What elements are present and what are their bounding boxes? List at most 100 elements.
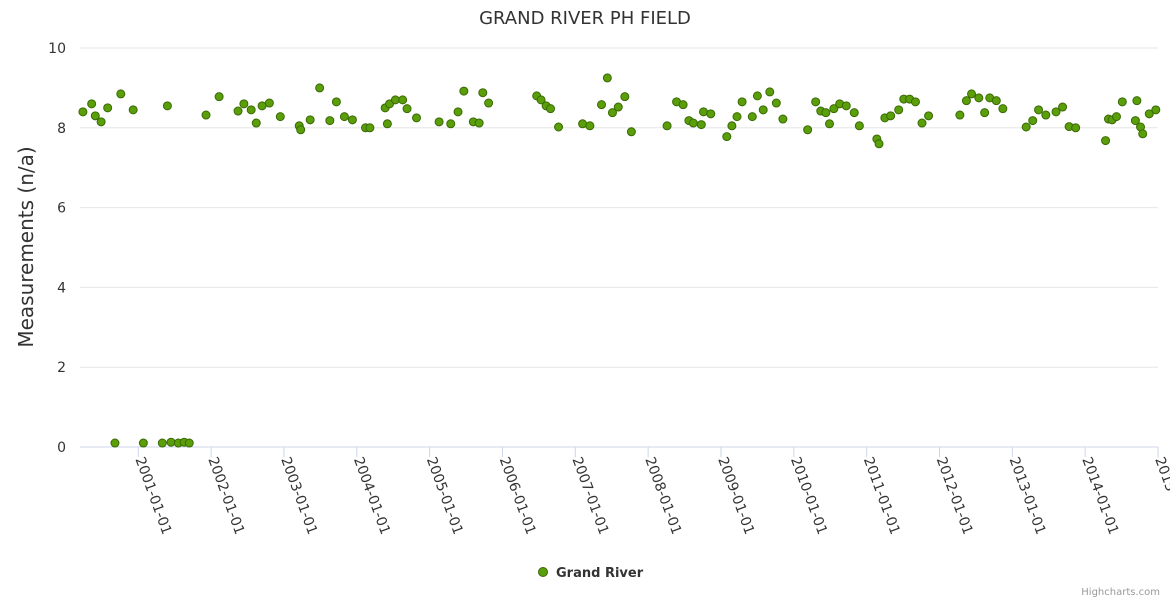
data-point[interactable]	[474, 118, 484, 128]
data-point[interactable]	[554, 122, 564, 132]
data-point[interactable]	[747, 112, 757, 122]
data-point[interactable]	[398, 95, 408, 105]
legend-marker-icon[interactable]	[538, 567, 548, 577]
data-point[interactable]	[296, 125, 306, 135]
legend[interactable]: Grand River	[538, 566, 644, 581]
data-point[interactable]	[446, 119, 456, 129]
credits-link[interactable]: Highcharts.com	[1081, 587, 1160, 598]
data-point[interactable]	[917, 118, 927, 128]
data-point[interactable]	[894, 105, 904, 115]
data-point[interactable]	[166, 437, 176, 447]
data-point[interactable]	[1058, 102, 1068, 112]
data-point[interactable]	[706, 109, 716, 119]
data-point[interactable]	[841, 101, 851, 111]
data-point[interactable]	[305, 115, 315, 125]
data-point[interactable]	[331, 97, 341, 107]
data-point[interactable]	[325, 116, 335, 126]
data-point[interactable]	[980, 108, 990, 118]
data-point[interactable]	[829, 104, 839, 114]
data-point[interactable]	[752, 91, 762, 101]
data-point[interactable]	[78, 107, 88, 117]
data-point[interactable]	[991, 96, 1001, 106]
data-point[interactable]	[138, 438, 148, 448]
data-point[interactable]	[434, 117, 444, 127]
data-point[interactable]	[536, 95, 546, 105]
data-point[interactable]	[453, 107, 463, 117]
data-point[interactable]	[698, 107, 708, 117]
data-point[interactable]	[722, 132, 732, 142]
data-point[interactable]	[696, 120, 706, 130]
data-point[interactable]	[103, 103, 113, 113]
data-point[interactable]	[597, 100, 607, 110]
data-point[interactable]	[1101, 136, 1111, 146]
data-point[interactable]	[967, 89, 977, 99]
data-point[interactable]	[1034, 105, 1044, 115]
data-point[interactable]	[955, 110, 965, 120]
data-point[interactable]	[585, 121, 595, 131]
data-point[interactable]	[128, 105, 138, 115]
data-point[interactable]	[347, 115, 357, 125]
data-point[interactable]	[1111, 112, 1121, 122]
data-point[interactable]	[264, 98, 274, 108]
data-point[interactable]	[727, 121, 737, 131]
data-point[interactable]	[162, 101, 172, 111]
data-point[interactable]	[478, 88, 488, 98]
data-point[interactable]	[825, 119, 835, 129]
data-point[interactable]	[1041, 110, 1051, 120]
data-point[interactable]	[239, 99, 249, 109]
data-point[interactable]	[771, 98, 781, 108]
data-point[interactable]	[96, 117, 106, 127]
data-point[interactable]	[924, 111, 934, 121]
data-point[interactable]	[578, 119, 588, 129]
data-point[interactable]	[1051, 107, 1061, 117]
data-point[interactable]	[778, 114, 788, 124]
data-point[interactable]	[1132, 96, 1142, 106]
data-point[interactable]	[1151, 105, 1161, 115]
data-point[interactable]	[1117, 97, 1127, 107]
data-point[interactable]	[620, 92, 630, 102]
data-point[interactable]	[87, 99, 97, 109]
data-point[interactable]	[811, 97, 821, 107]
data-point[interactable]	[90, 111, 100, 121]
data-point[interactable]	[961, 96, 971, 106]
data-point[interactable]	[821, 108, 831, 118]
data-point[interactable]	[233, 106, 243, 116]
data-point[interactable]	[116, 89, 126, 99]
data-point[interactable]	[602, 73, 612, 83]
data-point[interactable]	[201, 110, 211, 120]
data-point[interactable]	[365, 123, 375, 133]
data-point[interactable]	[546, 104, 556, 114]
data-point[interactable]	[854, 121, 864, 131]
data-point[interactable]	[1144, 109, 1154, 119]
data-point[interactable]	[874, 139, 884, 149]
data-point[interactable]	[1138, 129, 1148, 139]
data-point[interactable]	[974, 93, 984, 103]
data-point[interactable]	[765, 87, 775, 97]
data-point[interactable]	[678, 100, 688, 110]
data-point[interactable]	[1021, 122, 1031, 132]
data-point[interactable]	[1130, 116, 1140, 126]
data-point[interactable]	[484, 98, 494, 108]
data-point[interactable]	[412, 113, 422, 123]
data-point[interactable]	[315, 83, 325, 93]
data-point[interactable]	[157, 438, 167, 448]
data-point[interactable]	[613, 102, 623, 112]
data-point[interactable]	[339, 112, 349, 122]
data-point[interactable]	[737, 97, 747, 107]
data-point[interactable]	[251, 118, 261, 128]
data-point[interactable]	[886, 111, 896, 121]
data-point[interactable]	[382, 119, 392, 129]
data-point[interactable]	[402, 104, 412, 114]
data-point[interactable]	[662, 121, 672, 131]
data-point[interactable]	[849, 108, 859, 118]
data-point[interactable]	[910, 97, 920, 107]
data-point[interactable]	[1071, 123, 1081, 133]
data-point[interactable]	[626, 127, 636, 137]
data-point[interactable]	[246, 105, 256, 115]
legend-label[interactable]: Grand River	[556, 566, 644, 581]
data-point[interactable]	[758, 105, 768, 115]
data-point[interactable]	[607, 108, 617, 118]
data-point[interactable]	[688, 118, 698, 128]
data-point[interactable]	[998, 104, 1008, 114]
data-point[interactable]	[1028, 116, 1038, 126]
